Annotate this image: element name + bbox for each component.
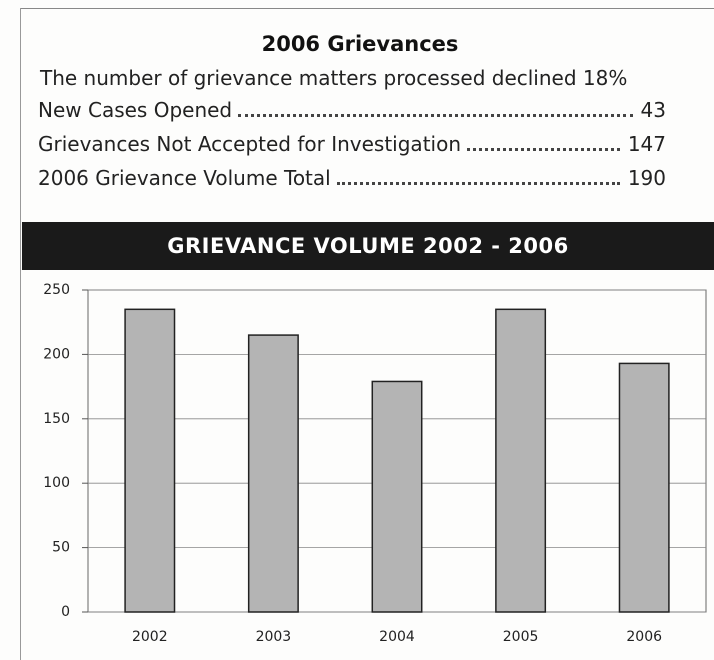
item-label: New Cases Opened — [38, 98, 233, 122]
bar — [495, 308, 547, 613]
chart-title: GRIEVANCE VOLUME 2002 - 2006 — [22, 222, 714, 270]
item-value: 190 — [627, 166, 666, 190]
bar — [247, 334, 299, 613]
frame-line — [20, 8, 21, 660]
item-value: 147 — [627, 132, 666, 156]
x-tick-label: 2005 — [503, 629, 539, 645]
item-label: 2006 Grievance Volume Total — [38, 166, 331, 190]
y-tick-label: 150 — [43, 411, 70, 427]
dot-leader — [238, 114, 633, 117]
dot-leader — [336, 182, 620, 185]
item-value: 43 — [640, 98, 666, 122]
x-tick-label: 2006 — [626, 629, 662, 645]
y-tick-label: 250 — [43, 282, 70, 298]
y-tick-label: 200 — [43, 346, 70, 362]
dot-leader — [467, 148, 620, 151]
summary-title: 2006 Grievances — [261, 32, 459, 56]
bar — [618, 362, 670, 613]
summary-statement: The number of grievance matters processe… — [40, 66, 628, 90]
chart: 0 50 100 150 200 250 2002 2003 2004 2005 2006 — [43, 282, 707, 645]
y-tick-label: 50 — [52, 540, 70, 556]
summary-item: Grievances Not Accepted for Investigatio… — [38, 132, 666, 156]
x-tick-label: 2003 — [256, 629, 292, 645]
x-tick-label: 2004 — [379, 629, 415, 645]
frame-line — [20, 8, 714, 9]
x-tick-label: 2002 — [132, 629, 168, 645]
y-tick-label: 100 — [43, 475, 70, 491]
summary-item: 2006 Grievance Volume Total 190 — [38, 166, 666, 190]
bar — [371, 380, 423, 613]
summary-item: New Cases Opened 43 — [38, 98, 666, 122]
bar — [124, 308, 176, 613]
item-label: Grievances Not Accepted for Investigatio… — [38, 132, 461, 156]
y-tick-label: 0 — [61, 604, 70, 620]
